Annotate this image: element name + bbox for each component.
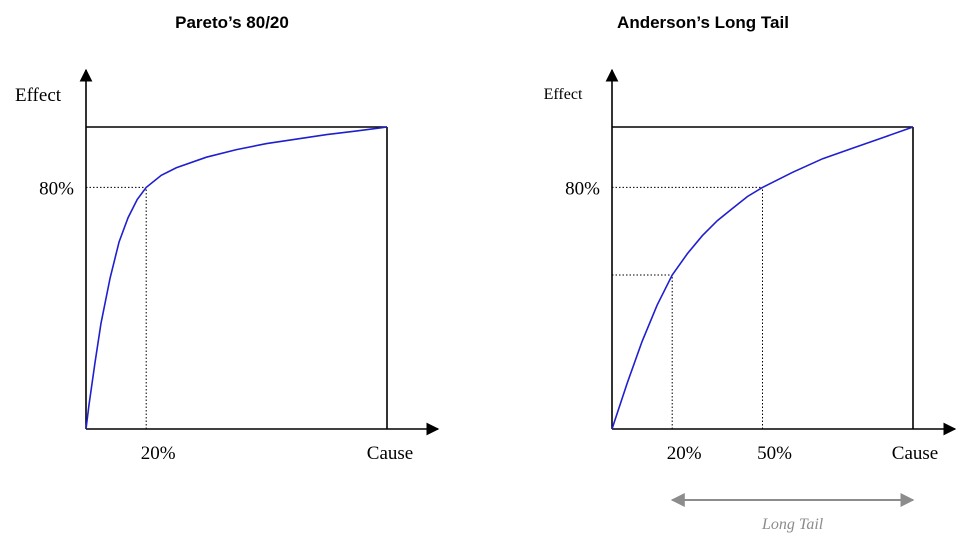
pareto-guide-lines [86, 186, 147, 430]
pareto-title: Pareto’s 80/20 [175, 13, 289, 32]
longtail-y-marker-label: 80% [565, 178, 600, 199]
longtail-x-axis-label: Cause [892, 443, 938, 464]
pareto-x-marker-label: 20% [141, 443, 176, 464]
longtail-chart: Anderson’s Long Tail Effect Cause 20% 50… [544, 13, 957, 533]
pareto-y-axis-label: Effect [15, 85, 62, 106]
longtail-x-marker-label-20: 20% [667, 443, 702, 464]
longtail-guide-lines [612, 186, 763, 429]
longtail-y-axis-label: Effect [544, 86, 583, 103]
pareto-chart: Pareto’s 80/20 Effect Cause 20% 80% [15, 13, 440, 464]
pareto-curve [85, 126, 388, 430]
pareto-x-axis-label: Cause [367, 443, 413, 464]
longtail-curve [611, 126, 914, 430]
pareto-y-marker-label: 80% [39, 178, 74, 199]
long-tail-annotation: Long Tail [761, 516, 824, 533]
longtail-frame [605, 68, 957, 436]
pareto-frame [79, 68, 440, 436]
longtail-x-marker-label-50: 50% [757, 443, 792, 464]
longtail-title: Anderson’s Long Tail [617, 13, 789, 32]
